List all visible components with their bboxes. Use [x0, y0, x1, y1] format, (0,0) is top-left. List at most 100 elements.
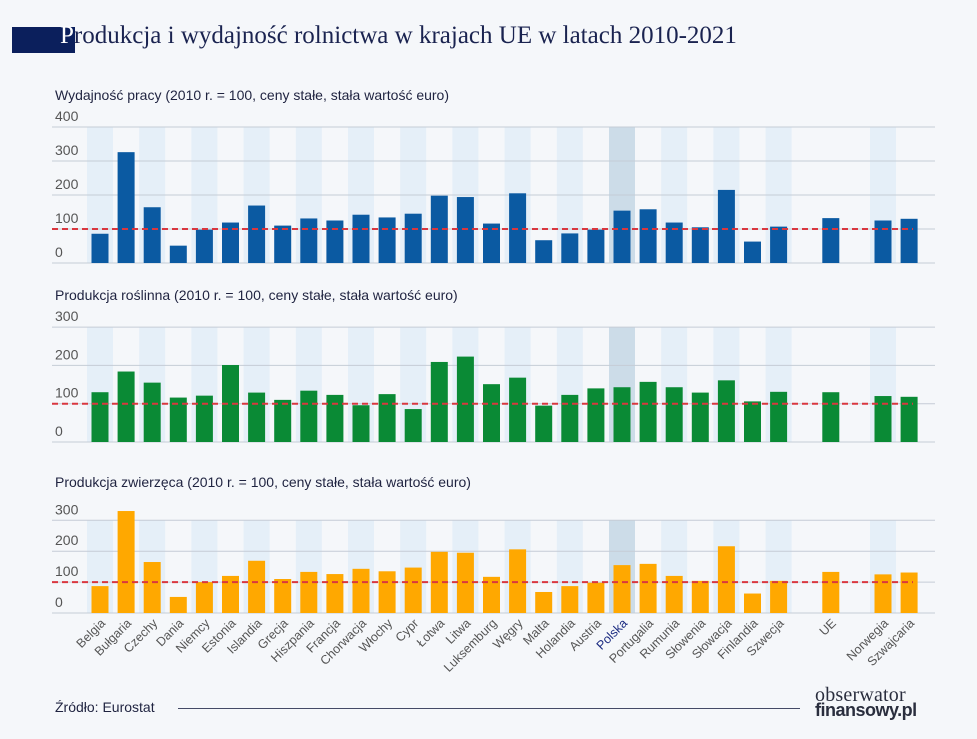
bar-Islandia: [248, 392, 266, 442]
bar-Holandia: [561, 233, 579, 263]
bar-Słowacja: [717, 189, 735, 263]
bar-Szwajcaria: [900, 572, 918, 613]
bar-Belgia: [91, 586, 109, 613]
y-tick-label: 0: [55, 244, 63, 260]
bar-Słowacja: [717, 380, 735, 442]
bar-Czechy: [143, 382, 161, 442]
bar-Włochy: [378, 217, 396, 263]
source-note: Źródło: Eurostat: [55, 699, 155, 715]
bar-Litwa: [456, 356, 474, 442]
bar-Włochy: [378, 571, 396, 613]
bar-Dania: [169, 397, 187, 442]
bar-Norwegia: [874, 396, 892, 442]
bar-Włochy: [378, 394, 396, 442]
x-tick-label: Węgry: [490, 616, 526, 652]
title-first-letter: P: [60, 22, 74, 49]
bar-Szwajcaria: [900, 218, 918, 263]
bar-Łotwa: [430, 361, 448, 442]
panel-title-crop: Produkcja roślinna (2010 r. = 100, ceny …: [55, 287, 458, 303]
bar-Bułgaria: [117, 371, 135, 442]
bar-Polska: [613, 387, 631, 442]
bar-Norwegia: [874, 220, 892, 263]
bar-Niemcy: [195, 582, 213, 613]
bar-Belgia: [91, 392, 109, 442]
bar-Luksemburg: [483, 223, 500, 263]
bar-Portugalia: [639, 209, 657, 263]
bar-Cypr: [404, 409, 422, 442]
title-rest: rodukcja i wydajność rolnictwa w krajach…: [73, 22, 737, 49]
bar-Islandia: [248, 560, 266, 613]
bar-Czechy: [143, 207, 161, 263]
y-tick-label: 300: [55, 501, 79, 517]
bar-Finlandia: [744, 593, 761, 613]
bar-Chorwacja: [352, 568, 370, 613]
y-tick-label: 200: [55, 346, 79, 362]
bar-Bułgaria: [117, 152, 135, 263]
bar-Austria: [587, 388, 605, 442]
panel-title-animal: Produkcja zwierzęca (2010 r. = 100, ceny…: [55, 474, 471, 490]
bar-Czechy: [143, 562, 161, 613]
bar-Dania: [169, 245, 187, 263]
logo-line2: finansowy.pl: [815, 700, 917, 720]
bar-Islandia: [248, 205, 266, 263]
bar-Austria: [587, 582, 605, 613]
bar-Niemcy: [195, 229, 213, 263]
bar-Szwecja: [770, 391, 788, 442]
bar-Grecja: [274, 399, 292, 442]
y-tick-label: 400: [55, 108, 79, 124]
bar-Słowenia: [691, 580, 709, 613]
logo-line1: obserwator: [815, 684, 906, 706]
bar-Malta: [535, 405, 553, 442]
bar-Hiszpania: [300, 571, 318, 613]
bar-Litwa: [456, 197, 474, 263]
bar-Cypr: [404, 213, 422, 263]
bar-UE: [822, 571, 840, 613]
bar-Polska: [613, 565, 631, 613]
y-tick-label: 300: [55, 142, 79, 158]
bar-Rumunia: [665, 575, 683, 613]
bar-Francja: [326, 574, 344, 613]
bar-Łotwa: [430, 551, 448, 613]
x-tick-label: Łotwa: [414, 616, 448, 650]
bar-Niemcy: [195, 395, 213, 442]
bar-Luksemburg: [483, 576, 500, 613]
bar-Słowenia: [691, 392, 709, 442]
bar-Portugalia: [639, 381, 657, 442]
y-tick-label: 100: [55, 385, 79, 401]
bar-Hiszpania: [300, 218, 318, 263]
panel-title-labor: Wydajność pracy (2010 r. = 100, ceny sta…: [55, 87, 450, 103]
bar-Słowenia: [691, 227, 709, 263]
bar-Estonia: [222, 222, 239, 263]
bar-Bułgaria: [117, 511, 135, 613]
bar-Luksemburg: [483, 384, 500, 442]
bar-Dania: [169, 596, 187, 613]
logo: obserwator finansowy.pl: [815, 684, 917, 720]
y-tick-label: 100: [55, 210, 79, 226]
bar-Malta: [535, 240, 553, 263]
bar-Malta: [535, 591, 553, 613]
bar-Cypr: [404, 567, 422, 613]
y-tick-label: 0: [55, 594, 63, 610]
bar-Chorwacja: [352, 405, 370, 442]
bar-Francja: [326, 220, 344, 263]
bar-Estonia: [222, 575, 239, 613]
bar-UE: [822, 218, 840, 263]
bar-Chorwacja: [352, 214, 370, 263]
bar-Łotwa: [430, 195, 448, 263]
y-tick-label: 200: [55, 532, 79, 548]
bar-Estonia: [222, 365, 239, 442]
bar-Francja: [326, 394, 344, 442]
title-accent-box: [12, 27, 75, 53]
bar-Grecja: [274, 225, 292, 263]
bar-Szwecja: [770, 580, 788, 613]
bar-Norwegia: [874, 574, 892, 613]
y-tick-label: 0: [55, 423, 63, 439]
bar-Finlandia: [744, 401, 761, 442]
source-divider: [178, 708, 800, 709]
bar-Węgry: [509, 377, 527, 442]
bar-Holandia: [561, 394, 579, 442]
bar-Holandia: [561, 586, 579, 613]
y-tick-label: 200: [55, 176, 79, 192]
bar-Szwecja: [770, 226, 788, 263]
